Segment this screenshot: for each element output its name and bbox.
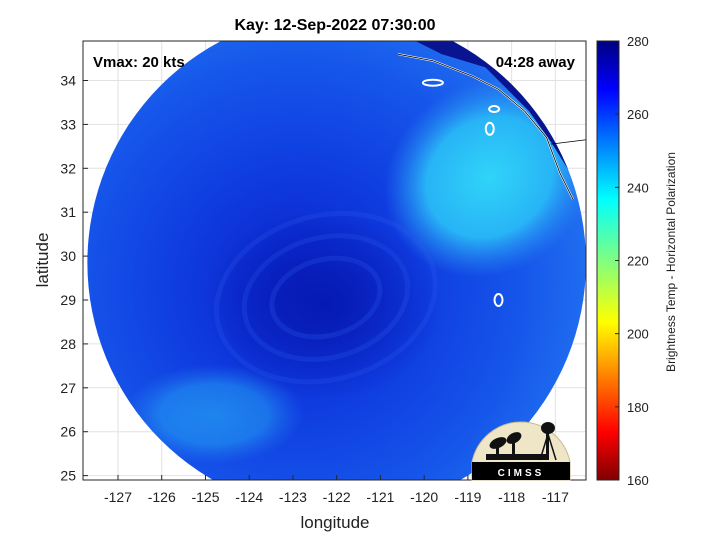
chart-title: Kay: 12-Sep-2022 07:30:00 — [234, 17, 435, 34]
colorbar-tick-label: 240 — [627, 180, 649, 195]
y-tick-label: 34 — [60, 73, 76, 89]
colorbar-tick-label: 200 — [627, 327, 649, 342]
spiral-band — [269, 255, 383, 340]
y-tick-label: 31 — [60, 204, 76, 220]
y-tick-label: 25 — [60, 468, 76, 484]
x-tick-label: -119 — [454, 489, 481, 505]
colorbar-tick-label: 260 — [627, 107, 649, 122]
colorbar-tick-label: 180 — [627, 400, 649, 415]
y-tick-label: 32 — [60, 160, 76, 176]
y-tick-label: 26 — [60, 424, 76, 440]
x-tick-label: -126 — [148, 489, 176, 505]
colorbar: 160 180 200 220 240 260 280 Brightness Temp - … — [596, 34, 678, 488]
coastline-edge — [397, 53, 574, 200]
x-tick-label: -121 — [366, 489, 394, 505]
plot-frame — [82, 40, 587, 481]
vmax-label: Vmax: 20 kts — [93, 54, 185, 71]
plot-area: -127 -126 -125 -124 -123 -122 -121 -120 -119 -118… — [60, 40, 587, 505]
y-axis-ticks: 25 26 27 28 29 30 31 32 33 34 — [60, 73, 88, 484]
x-tick-label: -118 — [498, 489, 525, 505]
island-outline — [488, 105, 501, 114]
island-outline — [493, 293, 504, 308]
y-tick-label: 27 — [60, 380, 76, 396]
x-axis-ticks: -127 -126 -125 -124 -123 -122 -121 -120 -119 -118… — [104, 475, 569, 505]
x-axis-label: longitude — [300, 513, 369, 532]
x-tick-label: -120 — [410, 489, 438, 505]
colorbar-tick-label: 160 — [627, 473, 649, 488]
border-line — [550, 139, 586, 145]
colorbar-tick-label: 220 — [627, 254, 649, 269]
y-tick-label: 30 — [60, 248, 76, 264]
y-tick-label: 29 — [60, 292, 76, 308]
island-outline — [484, 121, 495, 136]
island-outline — [421, 78, 444, 87]
cold-core — [203, 209, 444, 400]
x-tick-label: -117 — [542, 489, 569, 505]
time-away-label: 04:28 away — [496, 54, 576, 71]
logo-text: CIMSS — [498, 468, 545, 479]
colorbar-tick-label: 280 — [627, 34, 649, 49]
cimss-logo: CIMSS — [471, 421, 571, 481]
y-tick-label: 33 — [60, 116, 76, 132]
colorbar-label: Brightness Temp - Horizontal Polarizatio… — [664, 152, 678, 372]
colorbar-ticks: 160 180 200 220 240 260 280 — [615, 34, 649, 488]
brightness-temperature-swath — [87, 41, 586, 480]
x-tick-label: -127 — [104, 489, 132, 505]
x-tick-label: -124 — [235, 489, 263, 505]
x-tick-label: -122 — [323, 489, 351, 505]
x-tick-label: -123 — [279, 489, 307, 505]
x-tick-label: -125 — [191, 489, 219, 505]
spiral-band — [241, 233, 411, 362]
y-tick-label: 28 — [60, 336, 76, 352]
southwest-warm-band — [124, 364, 305, 465]
spiral-band — [214, 210, 438, 385]
y-axis-label: latitude — [33, 233, 52, 288]
